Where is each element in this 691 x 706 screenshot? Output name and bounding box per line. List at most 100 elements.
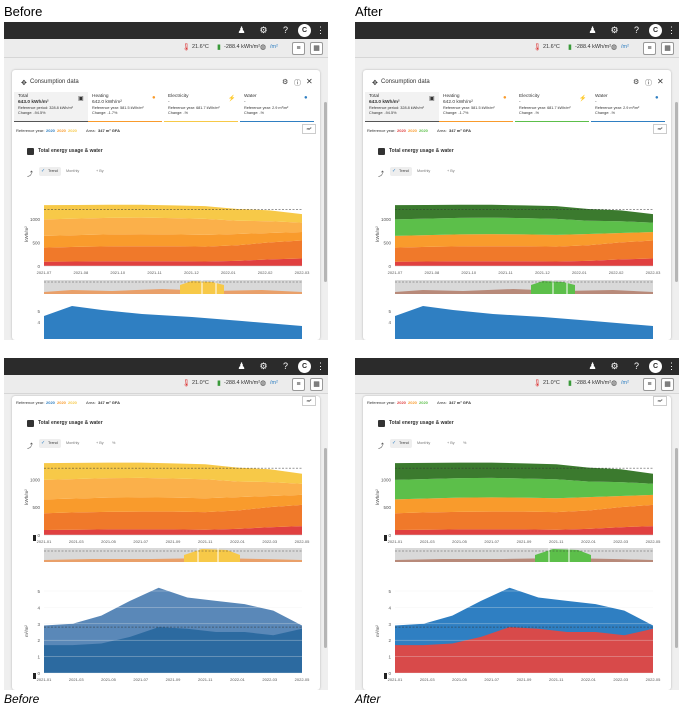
marker-icon[interactable] (384, 673, 387, 679)
page-scrollbar[interactable] (324, 102, 327, 282)
percent-button[interactable]: % (463, 441, 467, 445)
page-scrollbar[interactable] (324, 448, 327, 648)
trend-toggle[interactable]: Trend ✓ (39, 439, 61, 448)
unit-button[interactable]: m² (653, 396, 667, 406)
unit-toggle[interactable]: /m² (621, 380, 629, 386)
group-by-button[interactable]: + By (447, 441, 455, 445)
settings-icon[interactable]: ⚙ (259, 25, 268, 35)
x-tick-label: 2021-05 (101, 677, 116, 682)
dashboard-button[interactable]: ▦ (661, 378, 674, 391)
reference-year-chip[interactable]: 2020 (46, 400, 55, 405)
settings-icon[interactable]: ⚙ (259, 361, 268, 371)
apps-grid-icon[interactable]: ⋮⋮ (667, 25, 679, 35)
group-by-button[interactable]: + By (447, 169, 455, 173)
unit-button[interactable]: m² (302, 396, 316, 406)
tab-water[interactable]: Water - Reference year: 2.9 m³/m² Change: -… (240, 92, 314, 122)
monthly-toggle[interactable]: Monthly (66, 169, 80, 173)
help-icon[interactable]: ? (282, 25, 288, 35)
trend-chart-icon[interactable]: ⤴ (378, 172, 385, 178)
marker-icon[interactable] (33, 535, 36, 541)
help-icon[interactable]: ? (633, 361, 639, 371)
avatar[interactable]: C (298, 360, 311, 373)
x-tick-label: 2022-03 (262, 539, 277, 544)
filter-button[interactable]: ≡ (292, 42, 305, 55)
tab-heating[interactable]: Heating 642.0 kWh/m² Reference year: 581.5… (88, 92, 162, 122)
trend-chart-icon[interactable]: ⤴ (27, 172, 34, 178)
page-scrollbar[interactable] (675, 102, 678, 282)
reference-year-chip[interactable]: 2020 (57, 400, 66, 405)
reference-year-chip[interactable]: 2020 (419, 128, 428, 133)
settings-icon[interactable]: ⚙ (610, 361, 619, 371)
settings-icon[interactable]: ⚙ (633, 79, 640, 86)
percent-button[interactable]: % (112, 441, 116, 445)
trend-toggle[interactable]: Trend ✓ (390, 167, 412, 176)
monthly-toggle[interactable]: Monthly (417, 441, 431, 445)
tab-water[interactable]: Water - Reference year: 2.9 m³/m² Change: -… (591, 92, 665, 122)
dashboard-button[interactable]: ▦ (310, 42, 323, 55)
reference-year-chip[interactable]: 2020 (68, 128, 77, 133)
monthly-toggle[interactable]: Monthly (417, 169, 431, 173)
globe-icon[interactable]: ◍ (260, 380, 267, 387)
filter-button[interactable]: ≡ (292, 378, 305, 391)
close-icon[interactable]: ✕ (657, 77, 664, 86)
avatar[interactable]: C (298, 24, 311, 37)
avatar[interactable]: C (649, 24, 662, 37)
avatar[interactable]: C (649, 360, 662, 373)
tab-electricity[interactable]: Electricity - Reference year: 681.7 kWh/m²… (515, 92, 589, 122)
users-icon[interactable]: ♟ (237, 361, 246, 371)
navigator-handle[interactable] (548, 545, 570, 565)
reference-year-chip[interactable]: 2020 (397, 400, 406, 405)
help-icon[interactable]: ? (282, 361, 288, 371)
apps-grid-icon[interactable]: ⋮⋮ (316, 25, 328, 35)
tab-total[interactable]: Total 643.0 kWh/m² Reference period: 328.8… (14, 92, 88, 122)
close-icon[interactable]: ✕ (306, 77, 313, 86)
reference-year-chip[interactable]: 2020 (46, 128, 55, 133)
dashboard-button[interactable]: ▦ (310, 378, 323, 391)
apps-grid-icon[interactable]: ⋮⋮ (667, 361, 679, 371)
settings-icon[interactable]: ⚙ (282, 79, 289, 86)
unit-toggle[interactable]: /m² (270, 44, 278, 50)
navigator-handle[interactable] (552, 277, 568, 297)
reference-year-label: Reference year: (367, 400, 396, 405)
navigator-handle[interactable] (197, 545, 219, 565)
globe-icon[interactable]: ◍ (260, 44, 267, 51)
navigator-handle[interactable] (201, 277, 217, 297)
group-by-button[interactable]: + By (96, 441, 104, 445)
trend-chart-icon[interactable]: ⤴ (27, 444, 34, 450)
dashboard-button[interactable]: ▦ (661, 42, 674, 55)
reference-year-chip[interactable]: 2020 (419, 400, 428, 405)
tab-total[interactable]: Total 643.0 kWh/m² Reference period: 328.8… (365, 92, 439, 122)
reference-year-chip[interactable]: 2020 (408, 128, 417, 133)
tab-electricity[interactable]: Electricity - Reference year: 681.7 kWh/m²… (164, 92, 238, 122)
users-icon[interactable]: ♟ (588, 361, 597, 371)
globe-icon[interactable]: ◍ (611, 44, 618, 51)
reference-year-chip[interactable]: 2020 (57, 128, 66, 133)
monthly-toggle[interactable]: Monthly (66, 441, 80, 445)
reference-year-chip[interactable]: 2020 (68, 400, 77, 405)
marker-icon[interactable] (33, 673, 36, 679)
trend-toggle[interactable]: Trend ✓ (39, 167, 61, 176)
globe-icon[interactable]: ◍ (611, 380, 618, 387)
users-icon[interactable]: ♟ (237, 25, 246, 35)
reference-year-chip[interactable]: 2020 (397, 128, 406, 133)
info-icon[interactable]: ⓘ (294, 80, 301, 87)
info-icon[interactable]: ⓘ (645, 80, 652, 87)
page-scrollbar[interactable] (675, 448, 678, 648)
group-by-button[interactable]: + By (96, 169, 104, 173)
marker-icon[interactable] (384, 535, 387, 541)
unit-toggle[interactable]: /m² (270, 380, 278, 386)
filter-button[interactable]: ≡ (643, 378, 656, 391)
unit-button[interactable]: m² (653, 124, 667, 134)
apps-grid-icon[interactable]: ⋮⋮ (316, 361, 328, 371)
caption-before-bottom: Before (4, 692, 40, 706)
trend-toggle[interactable]: Trend ✓ (390, 439, 412, 448)
settings-icon[interactable]: ⚙ (610, 25, 619, 35)
help-icon[interactable]: ? (633, 25, 639, 35)
users-icon[interactable]: ♟ (588, 25, 597, 35)
reference-year-chip[interactable]: 2020 (408, 400, 417, 405)
filter-button[interactable]: ≡ (643, 42, 656, 55)
tab-heating[interactable]: Heating 642.0 kWh/m² Reference year: 581.5… (439, 92, 513, 122)
unit-button[interactable]: m² (302, 124, 316, 134)
unit-toggle[interactable]: /m² (621, 44, 629, 50)
trend-chart-icon[interactable]: ⤴ (378, 444, 385, 450)
